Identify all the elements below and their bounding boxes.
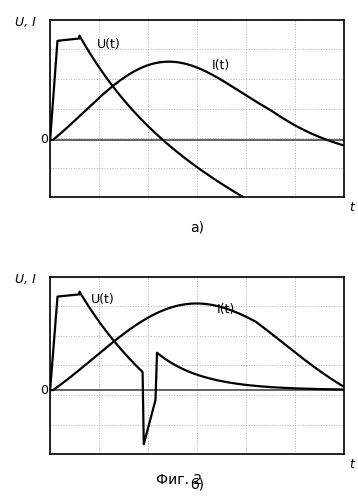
Text: I(t): I(t) <box>217 303 235 316</box>
Text: U(t): U(t) <box>91 293 115 306</box>
Text: a): a) <box>190 220 204 234</box>
Text: t: t <box>349 458 354 471</box>
Text: U(t): U(t) <box>97 38 121 51</box>
Text: U, I: U, I <box>15 273 36 286</box>
Text: I(t): I(t) <box>211 59 229 72</box>
Text: t: t <box>349 201 354 214</box>
Text: Фиг. 2: Фиг. 2 <box>156 473 202 487</box>
Text: б): б) <box>190 477 204 491</box>
Text: 0: 0 <box>40 384 48 397</box>
Text: 0: 0 <box>40 133 48 146</box>
Text: U, I: U, I <box>15 16 36 29</box>
